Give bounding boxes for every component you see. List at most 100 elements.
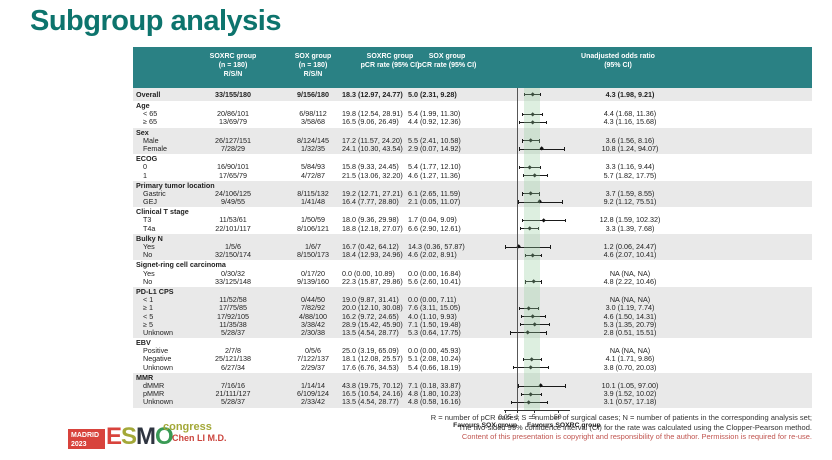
table-section: Signet-ring cell carcinoma Yes 0/30/32 0/17… [133,260,812,287]
soxrc-pcr-cell: 16.7 (0.42, 64.12) [342,242,399,251]
soxrc-pcr-cell: 15.8 (9.33, 24.45) [342,162,399,172]
esmo-letter: S [121,423,137,450]
soxrc-pcr-cell: 19.8 (12.54, 28.91) [342,109,403,119]
footnote-line: R = number of pCR cases; S = number of s… [430,413,812,422]
sox-pcr-cell: 5.1 (2.08, 10.24) [408,354,461,364]
soxrc-pcr-cell: 20.0 (12.10, 30.08) [342,303,403,313]
forest-marker [529,92,535,97]
section-header-row: ECOG [133,154,812,163]
sox-rsn-cell: 1/32/35 [301,143,325,153]
sox-pcr-cell: 5.6 (2.60, 10.41) [408,276,461,286]
forest-marker [528,365,534,371]
forest-ci-cap [522,112,524,116]
forest-ci-cap [517,384,519,388]
sox-rsn-cell: 0/44/50 [301,295,325,305]
row-label: Positive [143,346,169,356]
row-label: Female [143,143,167,153]
forest-ci-cap [544,314,546,319]
table-section: Primary tumor location Gastric 24/106/125 8… [133,180,812,208]
col-header-line: (95% CI) [604,62,632,70]
row-label: < 5 [143,311,154,321]
col-header-line: pCR rate (95% CI) [360,62,420,70]
sox-pcr-cell: 6.6 (2.90, 12.61) [408,223,461,233]
forest-marker [530,111,535,117]
sox-rsn-cell: 9/156/180 [297,90,329,99]
sox-rsn-cell: 4/88/100 [299,311,327,321]
footnote-line: The two-sided 95% confidence interval (C… [458,422,812,432]
forest-marker [527,165,532,170]
forest-ci-cap [524,92,526,97]
esmo-wordmark: ESMO [106,423,174,451]
soxrc-pcr-cell: 18.0 (9.36, 29.98) [342,215,399,225]
madrid-2023-badge: MADRID 2023 [68,429,105,449]
sox-pcr-cell: 4.8 (0.58, 16.16) [408,397,461,407]
table-section: Age < 65 20/86/101 6/98/112 19.8 (12.54, 28.… [133,101,812,128]
soxrc-pcr-cell: 22.3 (15.87, 29.86) [342,276,403,286]
forest-ci-cap [521,192,523,196]
sox-pcr-cell: 7.1 (1.50, 19.48) [408,319,461,329]
odds-ratio-cell: 10.8 (1.24, 94.07) [601,143,659,153]
section-header-row: Bulky N [133,234,812,243]
table-row: T3 11/53/61 1/50/59 18.0 (9.36, 29.98) 1.7 (… [133,216,812,224]
soxrc-pcr-cell: 17.6 (6.76, 34.53) [342,362,399,372]
odds-ratio-cell: 12.8 (1.59, 102.32) [599,215,661,225]
sox-pcr-cell: 0.0 (0.00, 7.11) [408,295,457,305]
esmo-letter: E [106,423,122,450]
sox-rsn-cell: 8/150/173 [297,250,329,260]
forest-ci-cap [540,357,542,362]
forest-marker [529,120,535,125]
forest-ci-cap [511,400,513,405]
odds-ratio-cell: 4.3 (1.98, 9.21) [605,90,655,99]
forest-ci-cap [520,227,522,231]
sox-rsn-cell: 4/72/87 [301,170,325,180]
odds-ratio-cell: 1.2 (0.06, 24.47) [603,242,657,251]
favours-right-label: Favours SOXRC group [527,421,601,429]
forest-marker [527,226,532,232]
col-header-soxrc-pcr: SOXRC group pCR rate (95% CI) [338,52,442,70]
forest-ci-cap [505,245,506,249]
sox-rsn-cell: 7/122/137 [297,354,329,364]
soxrc-pcr-cell: 13.5 (4.54, 28.77) [342,397,399,407]
footnote-copyright: Content of this presentation is copyrigh… [461,432,812,441]
forest-ci-cap [541,392,543,396]
table-section: Bulky N Yes 1/5/6 1/6/7 16.7 (0.42, 64.12) 14… [133,233,812,261]
forest-ci-cap [545,120,547,125]
soxrc-pcr-cell: 0.0 (0.00, 10.89) [342,268,395,278]
soxrc-rsn-cell: 7/16/16 [221,381,245,390]
soxrc-rsn-cell: 17/65/79 [219,170,247,180]
soxrc-rsn-cell: 5/28/37 [221,327,245,337]
table-row: Gastric 24/106/125 8/115/132 19.2 (12.71, 2… [133,188,812,198]
forest-ci-cap [521,139,523,143]
forest-marker [532,173,538,178]
soxrc-rsn-cell: 2/7/8 [225,346,241,356]
soxrc-rsn-cell: 17/75/85 [219,303,247,313]
table-row: Overall 33/155/180 9/156/180 18.3 (12.97, 2… [133,89,812,100]
soxrc-rsn-cell: 33/155/180 [215,90,251,99]
table-header: SOXRC group (n = 180) R/S/N SOX group (n = … [133,47,812,88]
table-row: 0 16/90/101 5/84/93 15.8 (9.33, 24.45) 5.4 (… [133,163,812,171]
odds-ratio-cell: 5.7 (1.82, 17.75) [603,170,657,180]
sox-rsn-cell: 3/38/42 [301,319,325,329]
forest-ci-cap [550,245,552,249]
forest-ci-cap [546,400,548,405]
section-header-row: EBV [133,338,812,347]
forest-ci-cap [564,147,566,151]
odds-ratio-cell: 4.8 (2.22, 10.46) [603,276,657,286]
sox-rsn-cell: 2/29/37 [301,362,325,372]
soxrc-rsn-cell: 11/53/61 [219,215,247,225]
axis-tick-label: 1 [515,413,519,421]
odds-ratio-cell: 3.8 (0.70, 20.03) [603,362,657,372]
sox-rsn-cell: 0/5/6 [305,346,321,356]
forest-marker [525,330,531,336]
table-section: ECOG 0 16/90/101 5/84/93 15.8 (9.33, 24.45) 5… [133,154,812,181]
odds-ratio-cell: 9.2 (1.12, 75.51) [603,197,657,207]
forest-marker [527,138,533,144]
soxrc-rsn-cell: 11/52/58 [219,295,247,305]
soxrc-rsn-cell: 13/69/79 [219,117,247,127]
sox-pcr-cell: 2.1 (0.05, 11.07) [408,197,461,207]
table-section: EBV Positive 2/7/8 0/5/6 25.0 (3.19, 65.09) 0… [133,338,812,373]
table-row: < 5 17/92/105 4/88/100 16.2 (9.72, 24.65) 4.… [133,311,812,321]
soxrc-pcr-cell: 19.2 (12.71, 27.21) [342,188,403,198]
soxrc-rsn-cell: 7/28/29 [221,143,245,153]
